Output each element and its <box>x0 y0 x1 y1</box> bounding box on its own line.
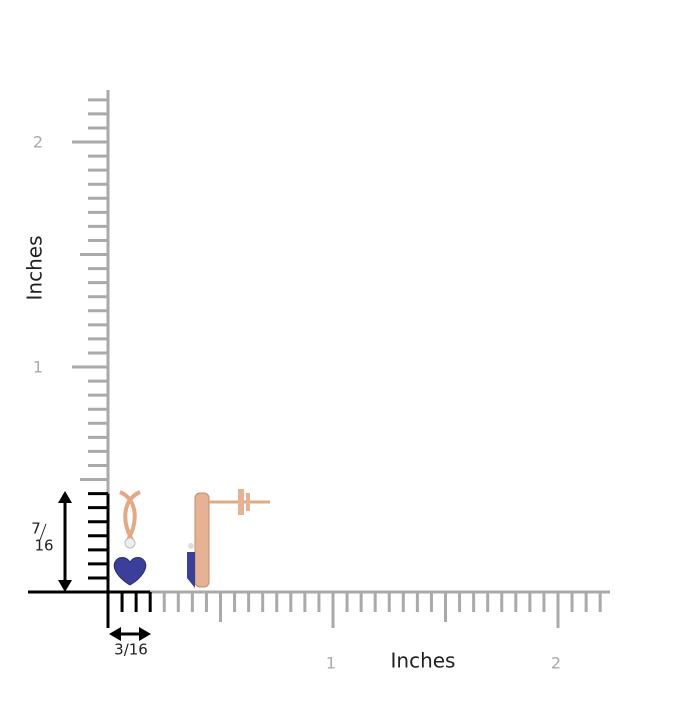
x-tick-label: 1 <box>326 654 336 673</box>
height-denominator: 16 <box>34 537 53 555</box>
height-arrow <box>58 491 72 592</box>
height-numerator: 7 <box>31 520 41 538</box>
rulers <box>28 90 610 628</box>
fraction-slash <box>39 523 47 541</box>
x-tick-label: 2 <box>551 654 561 673</box>
y-tick-label: 2 <box>33 133 43 152</box>
x-axis-label: Inches <box>391 649 456 673</box>
width-label: 3/16 <box>114 641 148 659</box>
y-axis-label: Inches <box>23 236 47 301</box>
y-tick-label: 1 <box>33 358 43 377</box>
earring-side <box>187 489 270 588</box>
earring-front <box>113 490 147 586</box>
width-arrow <box>109 627 151 641</box>
